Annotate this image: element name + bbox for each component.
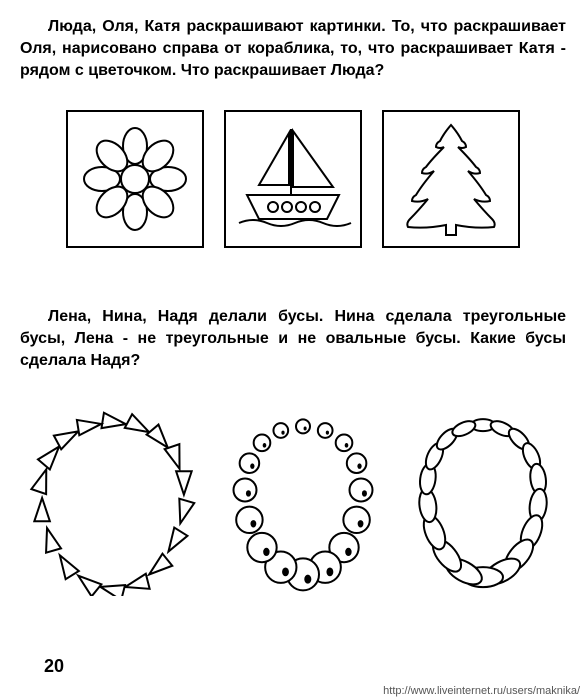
flower-icon [80, 124, 190, 234]
picture-flower [66, 110, 204, 248]
page-number: 20 [44, 656, 64, 677]
problem1-text: Люда, Оля, Катя раскрашивают картинки. Т… [20, 16, 566, 82]
beads-oval [403, 396, 563, 596]
ship-icon [233, 119, 353, 239]
footer-url: http://www.liveinternet.ru/users/maknika… [383, 685, 580, 697]
beads-row [20, 396, 566, 596]
beads-triangle [23, 396, 203, 596]
picture-tree [382, 110, 520, 248]
picture-ship [224, 110, 362, 248]
tree-icon [396, 119, 506, 239]
beads-circle [218, 396, 388, 596]
pictures-row [20, 110, 566, 248]
problem2-text: Лена, Нина, Надя делали бусы. Нина сдела… [20, 306, 566, 372]
